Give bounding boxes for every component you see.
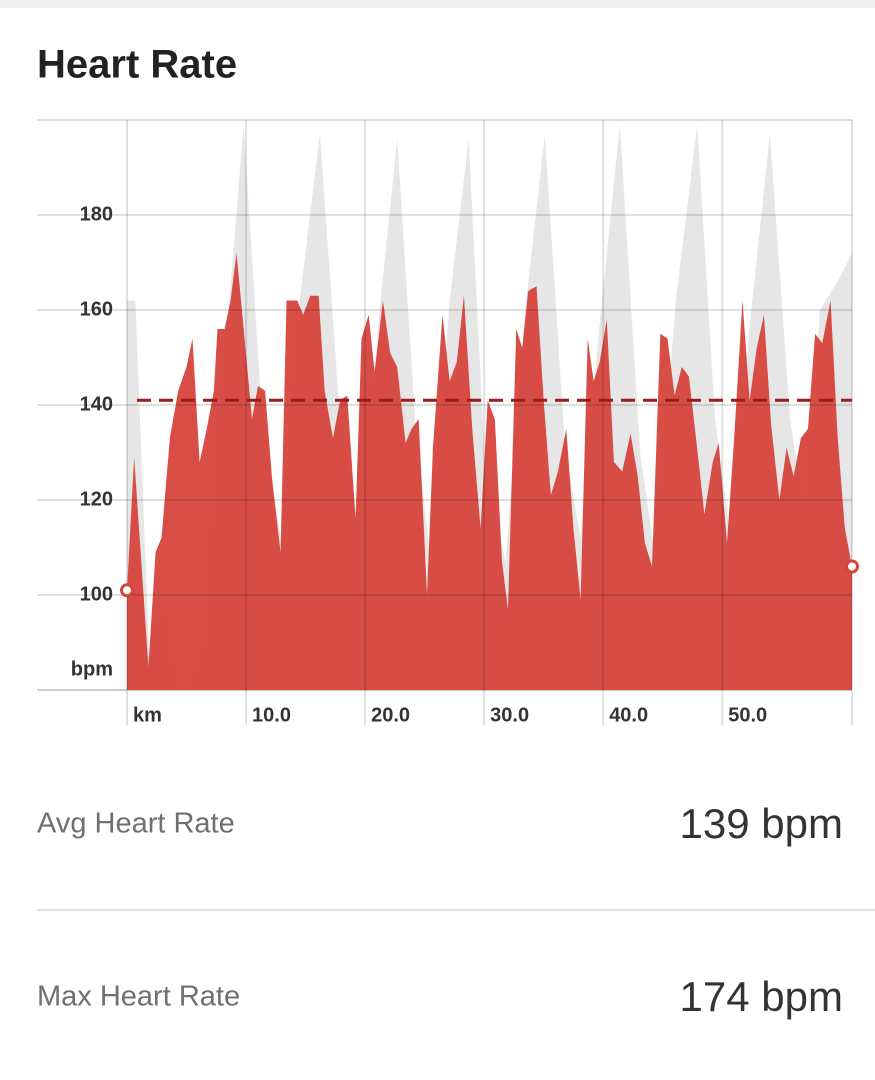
y-tick-label: 180 (80, 203, 113, 225)
x-tick-label: 40.0 (609, 704, 648, 726)
x-tick-label: 20.0 (371, 704, 410, 726)
y-axis-label: bpm (71, 658, 113, 680)
y-tick-label: 140 (80, 393, 113, 415)
x-tick-label: km (133, 704, 162, 726)
stat-label: Max Heart Rate (37, 981, 240, 1013)
x-tick-label: 10.0 (252, 704, 291, 726)
x-tick-label: 30.0 (490, 704, 529, 726)
x-tick-label: 50.0 (728, 704, 767, 726)
endpoint-marker (120, 583, 134, 598)
plot (127, 124, 852, 690)
area (127, 253, 852, 690)
top-bar (0, 0, 875, 8)
y-tick-label: 160 (80, 298, 113, 320)
title: Heart Rate (37, 43, 237, 87)
stat-value: 174 bpm (680, 973, 843, 1020)
stat-label: Avg Heart Rate (37, 808, 235, 840)
stat-value: 139 bpm (680, 800, 843, 847)
y-tick-label: 120 (80, 488, 113, 510)
endpoint-marker (845, 559, 859, 574)
y-tick-label: 100 (80, 583, 113, 605)
